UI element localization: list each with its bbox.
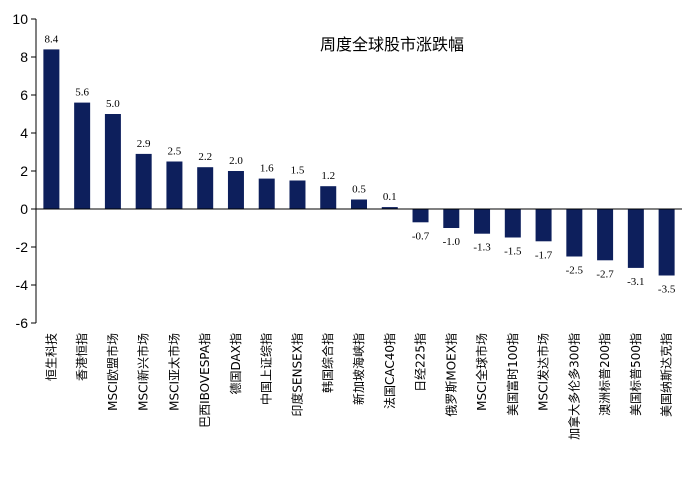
bar: [166, 161, 183, 209]
x-category-label: MSCI新兴市场: [136, 333, 151, 411]
bar: [320, 186, 337, 209]
data-label: -1.3: [473, 242, 491, 254]
x-category-label: 俄罗斯MOEX指: [443, 333, 458, 417]
bar: [227, 171, 244, 209]
data-label: 1.2: [321, 170, 335, 182]
y-tick-label: 8: [20, 49, 28, 65]
bar: [504, 209, 521, 238]
bar: [258, 178, 275, 209]
bars: [43, 49, 675, 276]
x-category-label: 美国纳斯达克指: [659, 333, 674, 417]
x-category-label: 印度SENSEX指: [289, 333, 304, 417]
y-tick-label: 2: [20, 163, 28, 179]
y-tick-label: -2: [16, 239, 29, 255]
data-label: -2.5: [566, 265, 584, 277]
x-category-label: 澳洲标普200指: [597, 333, 612, 416]
data-label: 1.6: [260, 163, 274, 175]
bar: [474, 209, 491, 234]
x-category-label: 美国标普500指: [628, 333, 643, 416]
data-label: 5.0: [106, 98, 120, 110]
bar: [197, 167, 214, 209]
bar: [535, 209, 552, 242]
x-category-label: MSCI全球市场: [474, 333, 489, 411]
y-tick-label: 10: [12, 11, 28, 27]
data-label: 8.4: [45, 33, 59, 45]
data-labels: 8.4 5.6 5.0 2.9 2.5 2.2 2.0 1.6 1.5 1.2 0.5 0.1 -0.7…: [45, 33, 676, 295]
x-category-label: MSCI发达市场: [536, 333, 551, 411]
bar: [597, 209, 614, 261]
data-label: 2.5: [168, 146, 182, 158]
y-tick-label: -6: [16, 315, 29, 331]
x-category-label: 加拿大多伦多300指: [566, 333, 581, 440]
y-tick-label: 0: [20, 201, 28, 217]
x-category-label: 新加坡海峡指: [351, 333, 366, 405]
data-label: 0.5: [352, 184, 366, 196]
bar: [412, 209, 429, 223]
data-label: -3.5: [658, 284, 676, 296]
x-category-label: 巴西IBOVESPA指: [197, 333, 212, 428]
x-category-label: 中国上证综指: [259, 333, 274, 405]
x-category-label: 日经225指: [413, 333, 428, 392]
data-label: -1.5: [504, 246, 522, 258]
chart-title: 周度全球股市涨跌幅: [320, 35, 464, 54]
x-category-label: MSCI欧盟市场: [105, 333, 120, 411]
y-axis: -6 -4 -2 0 2 4 6 8 10: [12, 11, 37, 331]
x-category-label: 德国DAX指: [228, 333, 243, 394]
x-category-label: 美国富时100指: [505, 333, 520, 416]
data-label: 1.5: [291, 165, 305, 177]
y-tick-label: -4: [16, 277, 29, 293]
x-category-label: 恒生科技: [44, 333, 58, 381]
x-category-label: MSCI亚太市场: [166, 333, 181, 411]
data-label: 2.0: [229, 155, 243, 167]
bar: [566, 209, 583, 257]
data-label: -3.1: [627, 276, 644, 288]
data-label: 2.2: [198, 151, 212, 163]
bar: [443, 209, 460, 228]
data-label: -0.7: [412, 230, 430, 242]
y-tick-label: 6: [20, 87, 28, 103]
data-label: -1.7: [535, 249, 553, 261]
y-tick-label: 4: [20, 125, 28, 141]
x-axis: 恒生科技 香港恒指 MSCI欧盟市场 MSCI新兴市场 MSCI亚太市场 巴西IBOVES…: [36, 208, 682, 440]
bar: [135, 153, 152, 209]
data-label: -2.7: [596, 268, 614, 280]
bar: [289, 180, 306, 209]
bar: [74, 102, 91, 209]
bar: [658, 209, 675, 276]
data-label: 5.6: [75, 87, 89, 99]
bar: [627, 209, 644, 268]
bar: [43, 49, 60, 210]
x-category-label: 法国CAC40指: [382, 333, 397, 409]
data-label: 2.9: [137, 138, 151, 150]
bar: [104, 114, 121, 209]
data-label: 0.1: [383, 191, 397, 203]
x-category-label: 韩国综合指: [320, 333, 335, 393]
data-label: -1.0: [443, 236, 461, 248]
x-category-label: 香港恒指: [74, 333, 89, 381]
bar: [351, 199, 367, 209]
bar: [381, 207, 398, 209]
